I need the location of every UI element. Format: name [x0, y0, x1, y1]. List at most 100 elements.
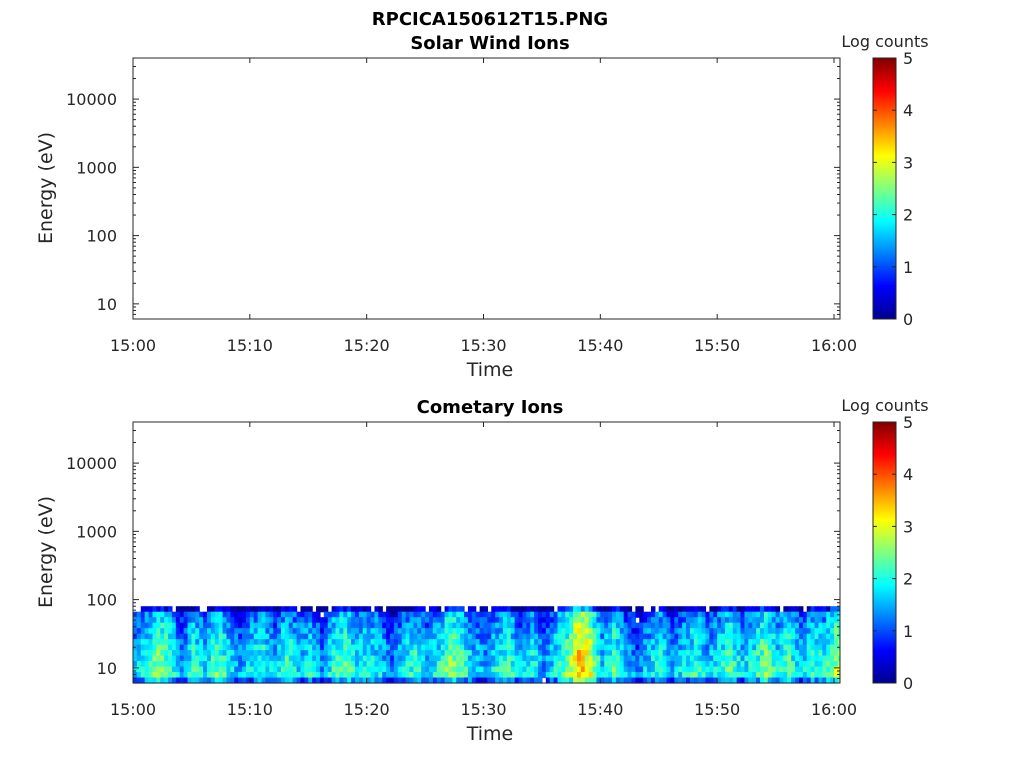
spectrogram-cell [779, 628, 784, 635]
spectrogram-cell [382, 650, 387, 657]
spectrogram-cell [393, 622, 399, 629]
spectrogram-cell [553, 633, 559, 640]
spectrogram-cell [752, 672, 757, 679]
spectrogram-cell [440, 661, 446, 668]
spectrogram-cell [479, 644, 485, 651]
spectrogram-cell [164, 672, 169, 679]
spectrogram-cell [358, 650, 364, 657]
spectrogram-cell [144, 672, 150, 679]
spectrogram-cell [565, 650, 570, 657]
spectrogram-cell [288, 633, 294, 640]
spectrogram-cell [600, 622, 605, 629]
spectrogram-cell [654, 617, 660, 624]
spectrogram-cell [487, 650, 492, 657]
spectrogram-cell [491, 617, 496, 624]
spectrogram-cell [639, 650, 644, 657]
spectrogram-cell [187, 622, 193, 629]
spectrogram-cell [549, 622, 555, 629]
spectrogram-cell [495, 666, 500, 673]
spectrogram-cell [553, 611, 559, 618]
spectrogram-cell [736, 655, 742, 662]
spectrogram-cell [140, 672, 146, 679]
spectrogram-cell [798, 628, 804, 635]
spectrogram-cell [448, 633, 453, 640]
spectrogram-cell [619, 617, 625, 624]
spectrogram-cell [709, 633, 714, 640]
x-tick-label: 15:40 [577, 336, 623, 355]
spectrogram-cell [783, 639, 788, 646]
spectrogram-cell [249, 606, 255, 613]
spectrogram-cell [179, 666, 185, 673]
spectrogram-cell [783, 644, 788, 651]
spectrogram-cell [280, 677, 286, 684]
spectrogram-cell [214, 644, 220, 651]
spectrogram-cell [471, 672, 477, 679]
spectrogram-cell [238, 639, 243, 646]
spectrogram-cell [265, 617, 270, 624]
spectrogram-cell [354, 644, 360, 651]
spectrogram-cell [647, 617, 652, 624]
spectrogram-cell [717, 644, 722, 651]
spectrogram-cell [569, 672, 574, 679]
spectrogram-cell [308, 617, 313, 624]
spectrogram-cell [440, 672, 446, 679]
spectrogram-cell [479, 639, 485, 646]
spectrogram-cell [826, 661, 831, 668]
spectrogram-cell [234, 611, 239, 618]
spectrogram-cell [436, 666, 442, 673]
spectrogram-cell [288, 650, 294, 657]
spectrogram-cell [732, 672, 738, 679]
spectrogram-cell [518, 644, 524, 651]
spectrogram-cell [612, 644, 617, 651]
spectrogram-cell [203, 611, 208, 618]
spectrogram-cell [569, 622, 574, 629]
spectrogram-cell [343, 628, 348, 635]
spectrogram-cell [623, 655, 629, 662]
spectrogram-cell [265, 661, 270, 668]
spectrogram-cell [522, 661, 527, 668]
spectrogram-cell [830, 655, 835, 662]
spectrogram-cell [837, 677, 840, 684]
spectrogram-cell [440, 639, 446, 646]
spectrogram-cell [530, 644, 535, 651]
spectrogram-cell [156, 628, 161, 635]
spectrogram-cell [713, 606, 718, 613]
spectrogram-cell [331, 633, 337, 640]
spectrogram-cell [670, 655, 675, 662]
spectrogram-cell [366, 606, 372, 613]
spectrogram-cell [448, 677, 453, 684]
spectrogram-cell [323, 606, 329, 613]
spectrogram-cell [510, 606, 516, 613]
spectrogram-cell [378, 606, 383, 613]
spectrogram-cell [522, 677, 527, 684]
spectrogram-cell [506, 633, 512, 640]
spectrogram-cell [242, 633, 247, 640]
spectrogram-cell [561, 650, 566, 657]
spectrogram-cell [405, 639, 411, 646]
spectrogram-cell [460, 655, 465, 662]
spectrogram-cell [499, 650, 504, 657]
spectrogram-cell [175, 617, 181, 624]
spectrogram-cell [748, 611, 753, 618]
spectrogram-cell [549, 644, 555, 651]
spectrogram-cell [339, 644, 344, 651]
spectrogram-cell [179, 628, 185, 635]
spectrogram-cell [366, 650, 372, 657]
spectrogram-cell [257, 611, 263, 618]
spectrogram-cell [658, 655, 664, 662]
spectrogram-cell [277, 644, 282, 651]
spectrogram-cell [701, 650, 707, 657]
spectrogram-cell [627, 644, 633, 651]
spectrogram-cell [830, 617, 835, 624]
spectrogram-cell [234, 650, 239, 657]
spectrogram-cell [689, 628, 695, 635]
spectrogram-cell [553, 639, 559, 646]
spectrogram-cell [600, 606, 605, 613]
spectrogram-cell [822, 650, 827, 657]
spectrogram-cell [534, 644, 539, 651]
spectrogram-cell [495, 639, 500, 646]
spectrogram-cell [674, 672, 679, 679]
spectrogram-cell [432, 633, 438, 640]
spectrogram-cell [191, 677, 196, 684]
spectrogram-cell [713, 611, 718, 618]
